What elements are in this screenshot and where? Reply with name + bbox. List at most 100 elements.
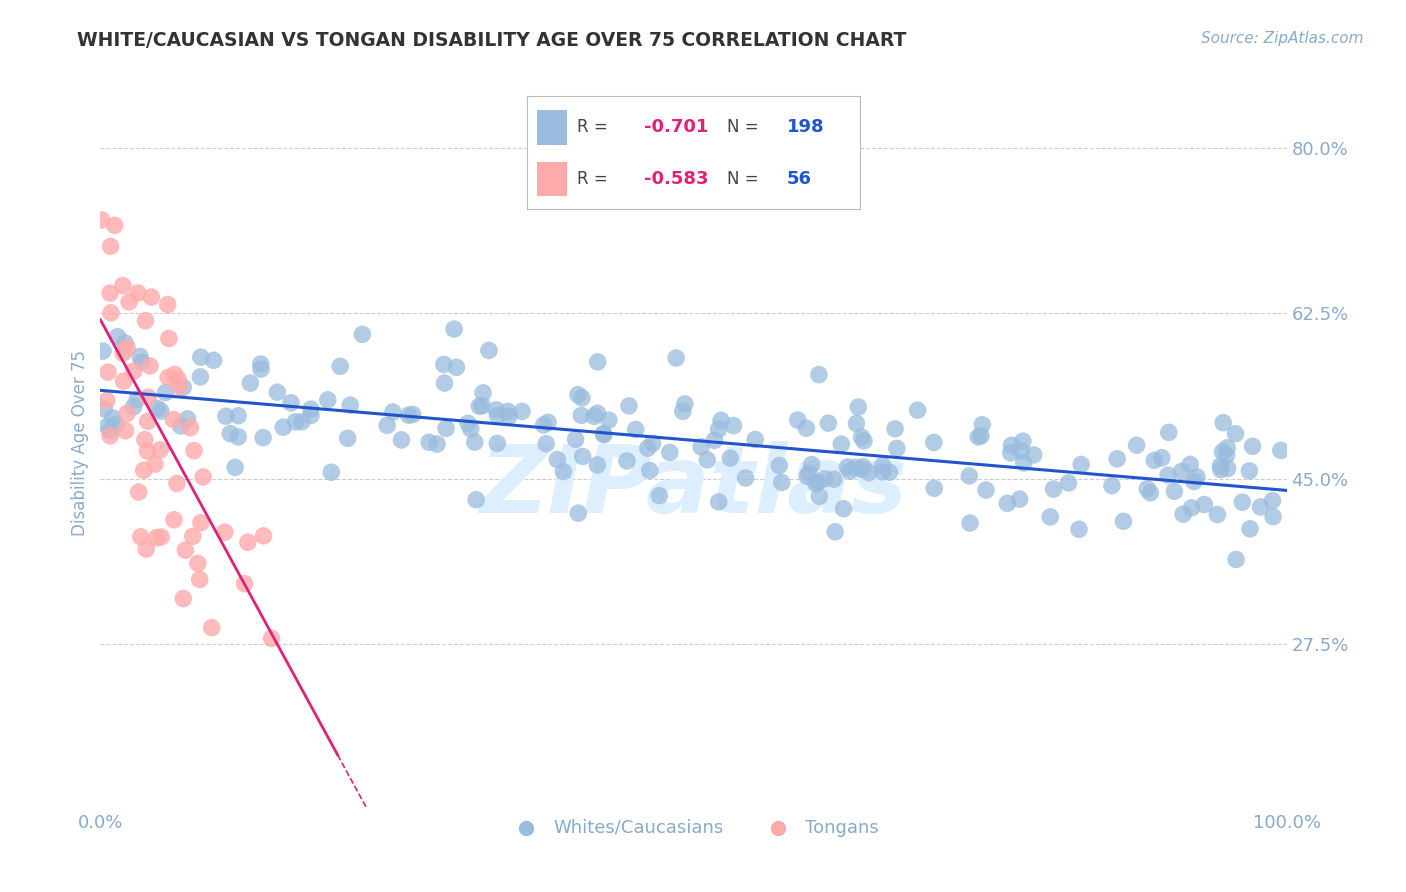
Point xyxy=(284,415,307,429)
Point xyxy=(215,409,238,424)
Point xyxy=(817,416,839,430)
Point xyxy=(1101,478,1123,492)
Point xyxy=(239,376,262,390)
Point xyxy=(465,492,488,507)
Point xyxy=(786,413,808,427)
Point xyxy=(1011,434,1033,449)
Point xyxy=(90,213,112,227)
Point xyxy=(179,421,201,435)
Point xyxy=(1215,448,1237,462)
Point xyxy=(1182,475,1205,489)
Point xyxy=(187,557,209,571)
Point xyxy=(226,430,249,444)
Point xyxy=(1042,482,1064,496)
Point xyxy=(98,424,121,438)
Point xyxy=(115,341,138,355)
Point xyxy=(972,417,994,432)
Point xyxy=(1239,464,1261,478)
Point xyxy=(1180,500,1202,515)
Point xyxy=(1157,425,1180,440)
Point xyxy=(250,362,273,376)
Point xyxy=(166,476,188,491)
Point xyxy=(468,399,491,413)
Point xyxy=(616,454,638,468)
Point xyxy=(183,443,205,458)
Point xyxy=(807,368,830,382)
Point xyxy=(830,437,852,451)
Point xyxy=(510,404,533,418)
Point xyxy=(446,360,468,375)
Point xyxy=(280,396,302,410)
Point xyxy=(418,435,440,450)
Point xyxy=(586,355,609,369)
Point xyxy=(770,475,793,490)
Point xyxy=(1000,438,1022,452)
Point xyxy=(534,436,557,450)
Point xyxy=(1139,485,1161,500)
Point xyxy=(1261,509,1284,524)
Point xyxy=(922,481,945,495)
Point xyxy=(846,400,869,414)
Point xyxy=(96,419,118,434)
Y-axis label: Disability Age Over 75: Disability Age Over 75 xyxy=(72,351,89,536)
Point xyxy=(707,495,730,509)
Point xyxy=(329,359,352,374)
Point xyxy=(129,350,152,364)
Point xyxy=(321,465,343,479)
Point xyxy=(316,392,339,407)
Point xyxy=(872,465,894,479)
Point xyxy=(486,436,509,450)
Point xyxy=(1211,444,1233,458)
Point xyxy=(710,413,733,427)
Point xyxy=(823,472,845,486)
Point xyxy=(224,460,246,475)
Point xyxy=(143,457,166,471)
Point xyxy=(443,322,465,336)
Point xyxy=(336,431,359,445)
Point xyxy=(879,465,901,479)
Point xyxy=(804,476,827,491)
Point xyxy=(170,419,193,434)
Point xyxy=(718,451,741,466)
Point xyxy=(163,368,186,382)
Point xyxy=(145,531,167,545)
Point xyxy=(457,417,479,431)
Point xyxy=(236,535,259,549)
Point xyxy=(134,433,156,447)
Point xyxy=(1194,498,1216,512)
Point xyxy=(1212,416,1234,430)
Point xyxy=(665,351,688,365)
Point xyxy=(564,433,586,447)
Point xyxy=(884,422,907,436)
Point xyxy=(571,391,593,405)
Point xyxy=(1012,456,1035,470)
Point xyxy=(768,458,790,473)
Point xyxy=(174,543,197,558)
Point xyxy=(814,472,837,486)
Point xyxy=(486,409,509,423)
Point xyxy=(127,286,149,301)
Point xyxy=(460,422,482,436)
Point xyxy=(571,450,593,464)
Point xyxy=(260,632,283,646)
Point xyxy=(98,286,121,301)
Point xyxy=(402,408,425,422)
Point xyxy=(852,459,875,474)
Point xyxy=(375,418,398,433)
Point xyxy=(1261,493,1284,508)
Point xyxy=(111,278,134,293)
Point xyxy=(181,529,204,543)
Point xyxy=(169,379,191,393)
Point xyxy=(637,441,659,455)
Point xyxy=(1163,484,1185,499)
Point xyxy=(498,409,520,423)
Point xyxy=(707,422,730,436)
Point xyxy=(844,460,866,475)
Point xyxy=(146,401,169,416)
Point xyxy=(886,442,908,456)
Point xyxy=(1225,426,1247,441)
Point xyxy=(471,399,494,413)
Point xyxy=(723,418,745,433)
Point xyxy=(872,458,894,473)
Point xyxy=(352,327,374,342)
